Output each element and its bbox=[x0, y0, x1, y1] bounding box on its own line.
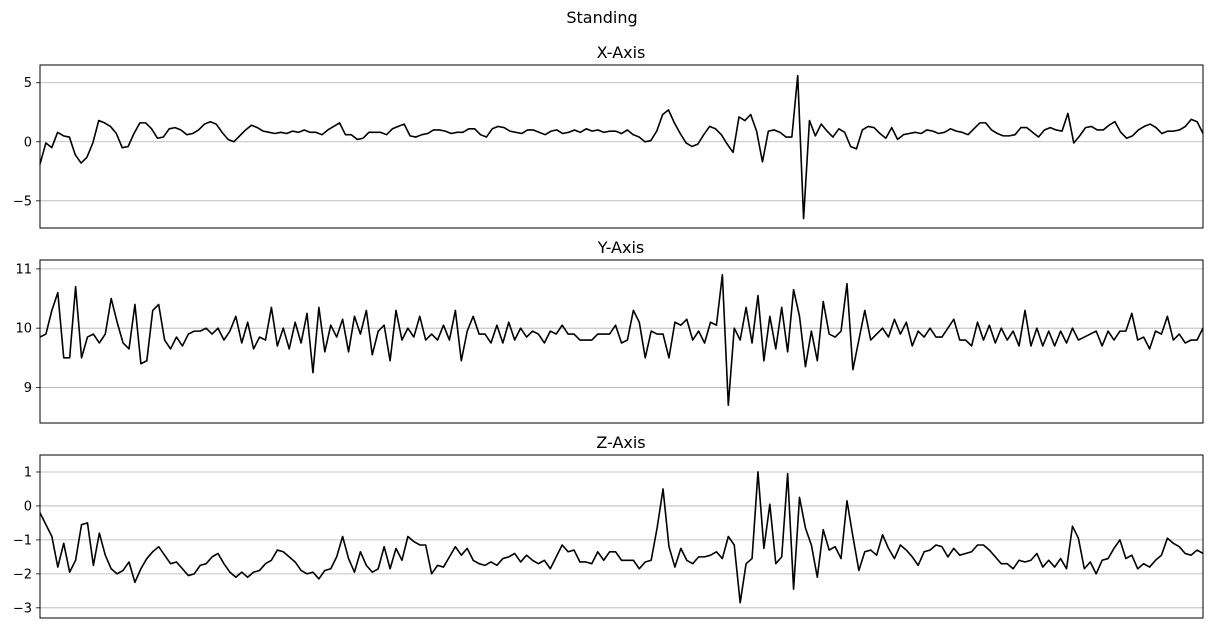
y-tick-label: 1 bbox=[24, 465, 32, 480]
subplot-y-axis: Y-Axis 11 10 9 bbox=[15, 238, 1204, 424]
y-tick-label: 9 bbox=[24, 381, 32, 396]
subplot-title: Z-Axis bbox=[596, 433, 645, 452]
signal-line bbox=[39, 274, 1204, 407]
plot-frame bbox=[39, 259, 1204, 424]
y-tick-label: 5 bbox=[24, 76, 32, 91]
y-tick-label: −2 bbox=[13, 567, 32, 582]
y-tick-label: −1 bbox=[13, 533, 32, 548]
subplot-title: Y-Axis bbox=[597, 238, 645, 257]
y-tick-label: −3 bbox=[13, 601, 32, 616]
y-tick-label: 11 bbox=[15, 262, 32, 277]
subplot-title: X-Axis bbox=[597, 43, 646, 62]
plot-frame bbox=[39, 64, 1204, 229]
y-tick-label: 0 bbox=[24, 135, 32, 150]
signal-line bbox=[39, 74, 1204, 220]
figure-title: Standing bbox=[566, 8, 637, 27]
y-tick-label: 0 bbox=[24, 499, 32, 514]
subplot-z-axis: Z-Axis 1 0 −1 −2 −3 bbox=[13, 433, 1204, 619]
subplot-x-axis: X-Axis 5 0 −5 bbox=[13, 43, 1204, 229]
signal-line bbox=[39, 471, 1204, 604]
y-tick-label: −5 bbox=[13, 194, 32, 209]
plot-frame bbox=[39, 454, 1204, 619]
y-tick-label: 10 bbox=[15, 322, 32, 337]
